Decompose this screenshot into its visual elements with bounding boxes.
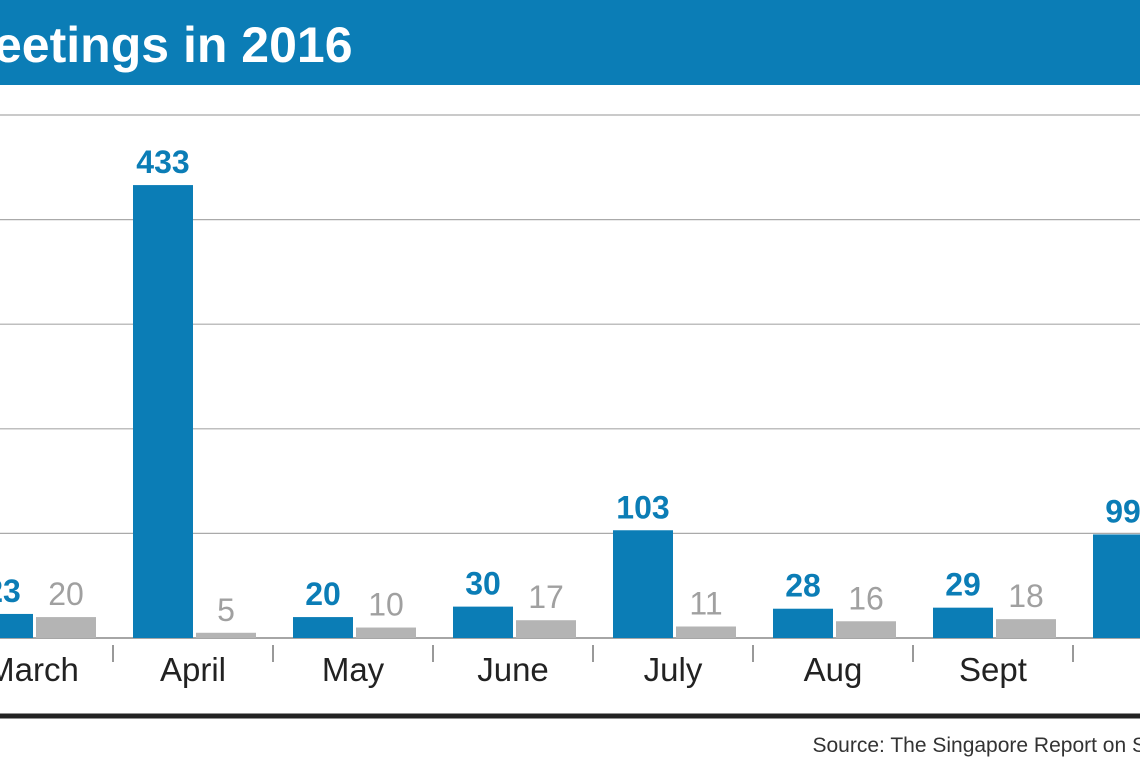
value-label: 103 xyxy=(616,489,669,525)
x-tick-label: June xyxy=(477,651,549,688)
x-tick-label: July xyxy=(644,651,703,688)
x-tick-label: Sept xyxy=(959,651,1027,688)
value-label: 28 xyxy=(785,568,821,604)
bar xyxy=(516,620,576,638)
bar xyxy=(293,617,353,638)
value-label: 10 xyxy=(368,587,404,623)
header-band xyxy=(0,0,1140,85)
bar xyxy=(1093,534,1140,638)
bar xyxy=(773,608,833,638)
bar xyxy=(836,621,896,638)
source-note: Source: The Singapore Report on S xyxy=(813,734,1140,757)
value-label: 5 xyxy=(217,592,235,628)
x-tick-label: Aug xyxy=(804,651,863,688)
x-tick-label: May xyxy=(322,651,385,688)
x-tick-label: March xyxy=(0,651,79,688)
value-label: 30 xyxy=(465,566,501,602)
bar xyxy=(36,617,96,638)
value-label: 433 xyxy=(136,144,189,180)
x-tick-label: April xyxy=(160,651,226,688)
value-label: 16 xyxy=(848,580,884,616)
bar xyxy=(133,185,193,638)
bar xyxy=(453,606,513,638)
bar xyxy=(0,613,33,638)
bar xyxy=(196,632,256,638)
value-label: 29 xyxy=(945,567,981,603)
bar xyxy=(933,607,993,638)
value-label: 99 xyxy=(1105,493,1140,529)
value-label: 20 xyxy=(305,576,341,612)
bar xyxy=(996,619,1056,638)
value-label: 11 xyxy=(689,585,722,621)
bar xyxy=(356,627,416,638)
bar xyxy=(613,530,673,638)
value-label: 18 xyxy=(1008,578,1044,614)
bar xyxy=(676,626,736,638)
value-label: 20 xyxy=(48,576,84,612)
value-label: 17 xyxy=(528,579,564,615)
value-label: 23 xyxy=(0,573,21,609)
chart-title: eetings in 2016 xyxy=(0,17,353,73)
